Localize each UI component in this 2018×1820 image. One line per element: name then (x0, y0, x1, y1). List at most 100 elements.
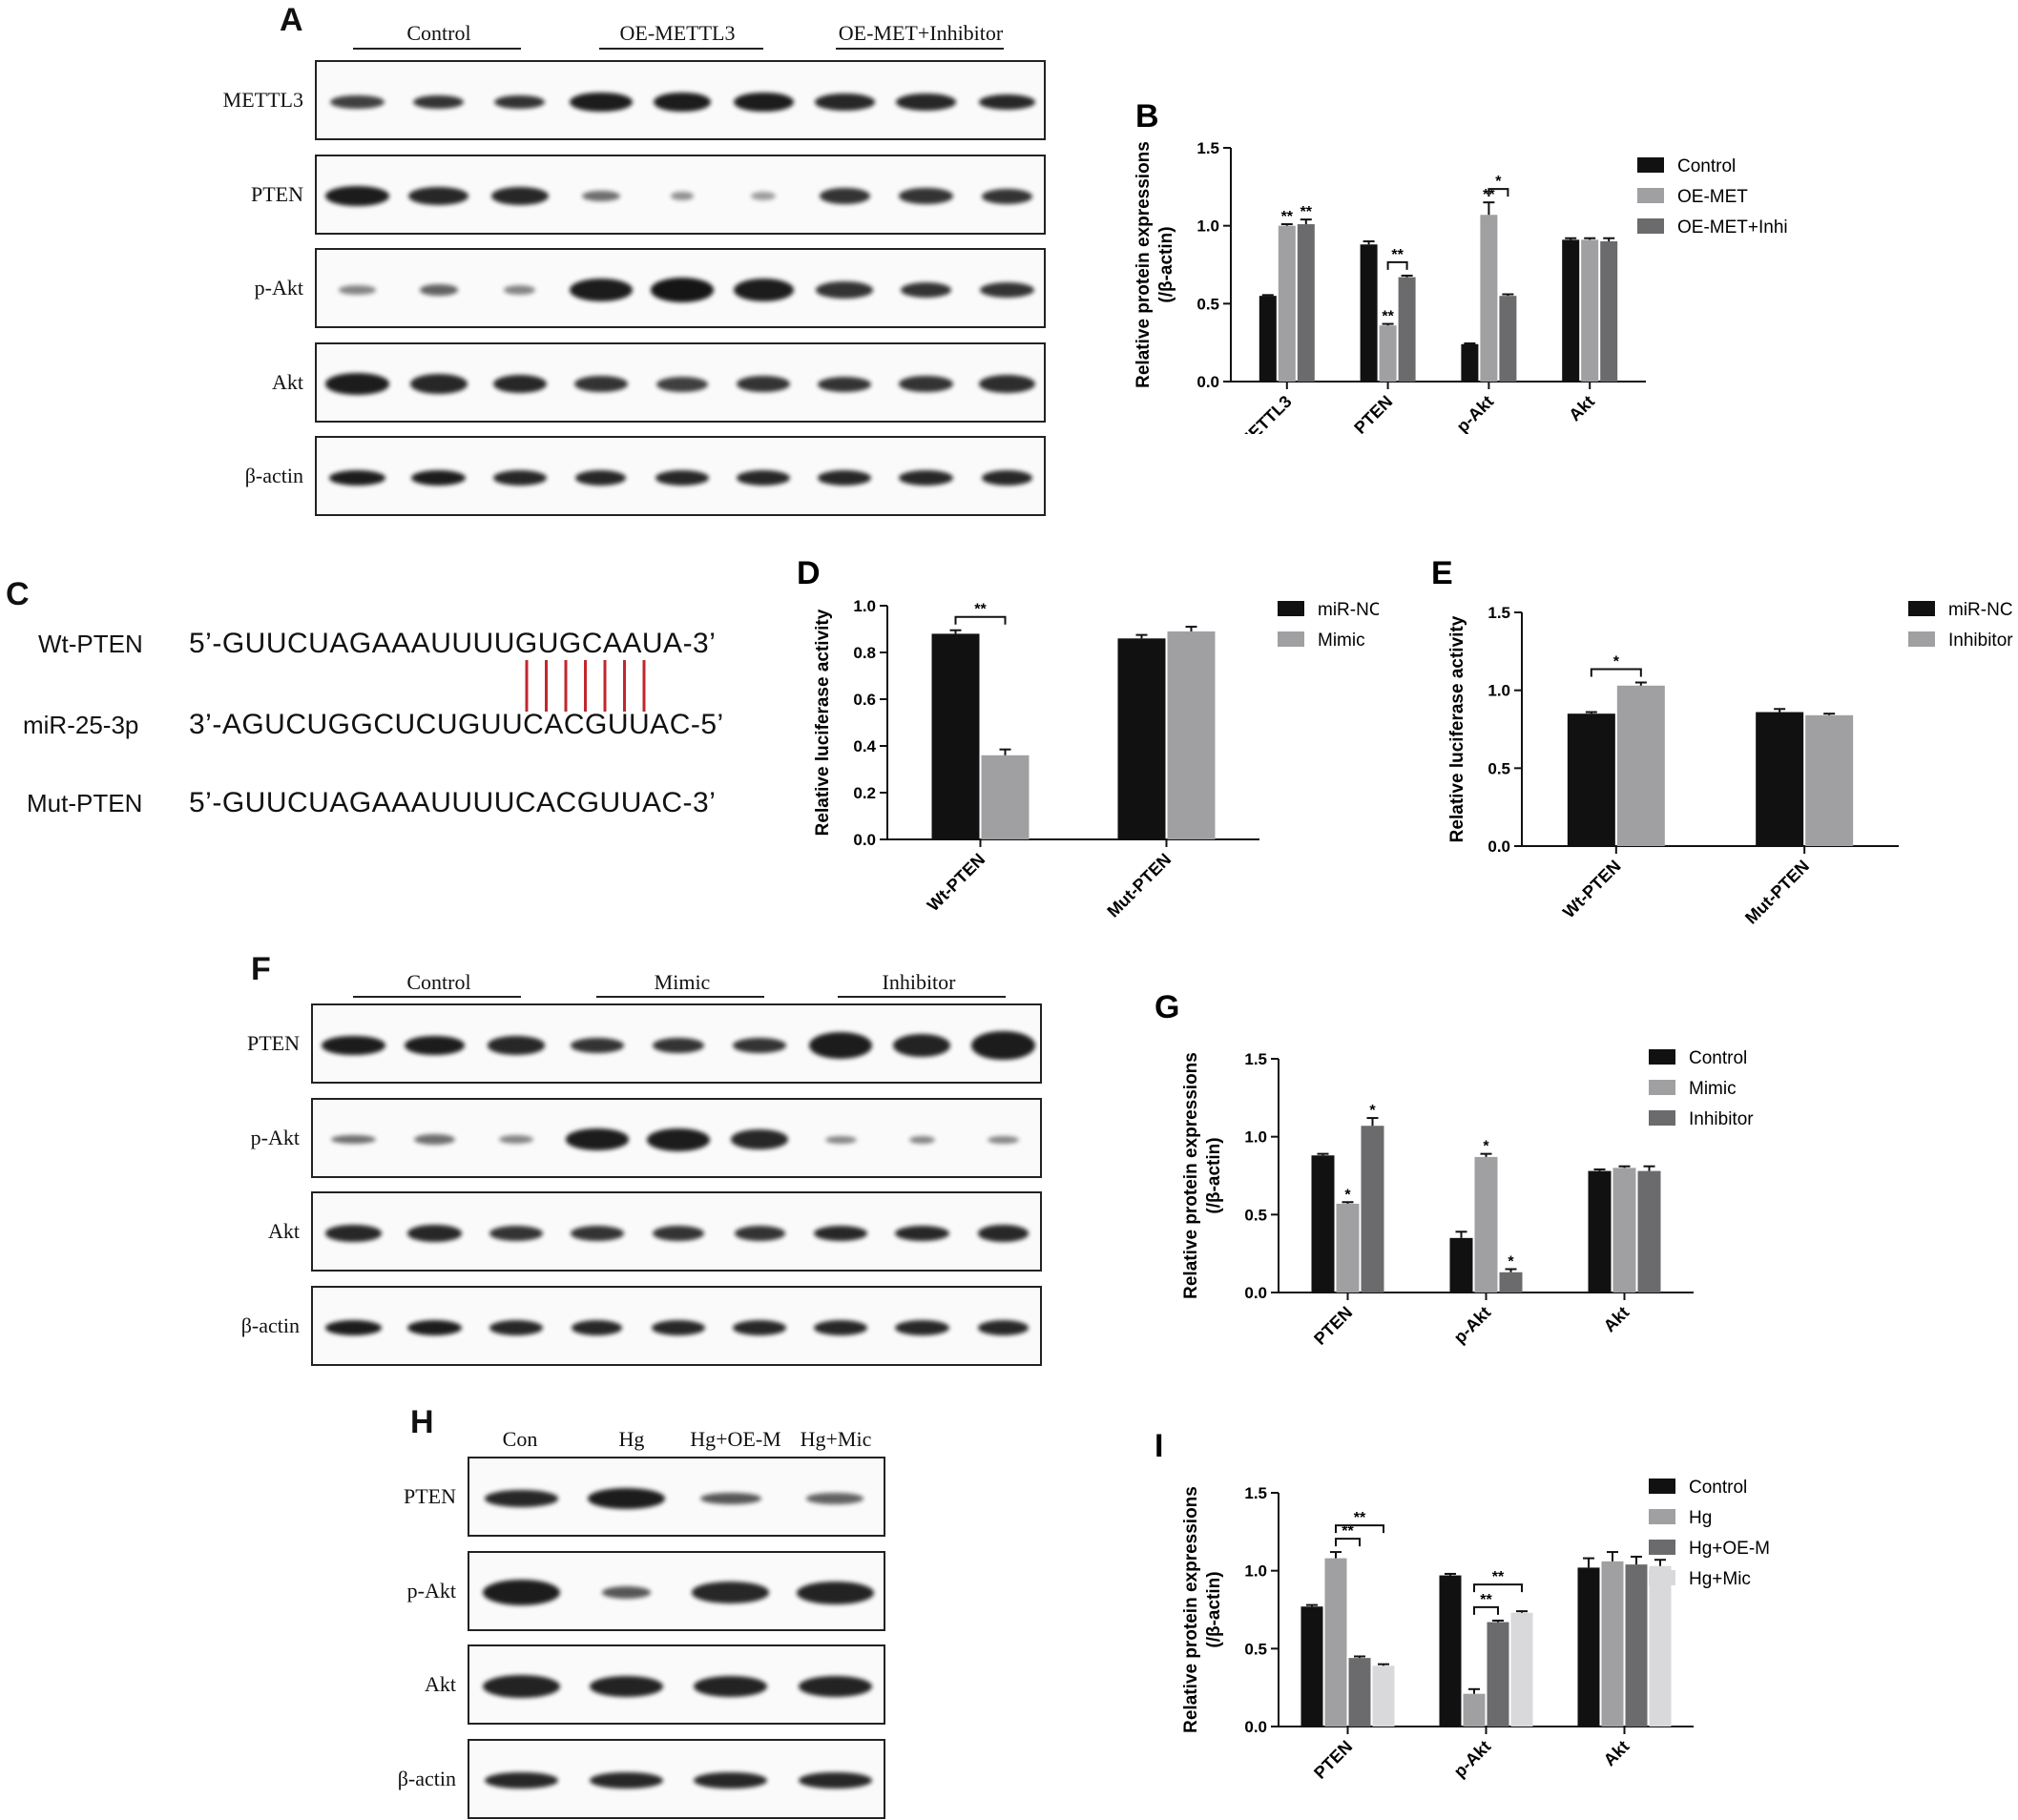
blot-f-group-line (838, 996, 1006, 998)
bar (1649, 1565, 1672, 1727)
blot-band (814, 93, 875, 111)
blot-band (814, 1319, 868, 1335)
blot-band (699, 1492, 761, 1505)
significance-bracket (1386, 260, 1408, 270)
legend-swatch (1649, 1479, 1675, 1494)
blot-band (980, 282, 1034, 298)
seq-label: Wt-PTEN (38, 630, 143, 658)
y-tick-label: 1.0 (1487, 682, 1510, 700)
bar (1600, 241, 1618, 382)
blot-strip (311, 1285, 1042, 1366)
bar (1398, 277, 1416, 382)
blot-h-group-label: Con (502, 1427, 538, 1451)
significance-mark: ** (1342, 1523, 1354, 1540)
blot-band (589, 1675, 663, 1698)
x-tick-label: METTL3 (1235, 392, 1296, 434)
blot-band (978, 374, 1036, 394)
legend-swatch (1278, 601, 1304, 616)
bar (1567, 714, 1615, 846)
blot-strip (315, 341, 1046, 423)
blot-band (895, 1226, 949, 1241)
significance-mark: * (1495, 174, 1502, 190)
blot-a-group-label: OE-METTL3 (619, 21, 736, 45)
blot-band (732, 1038, 787, 1053)
y-axis-label: Relative luciferase activity (1447, 615, 1467, 842)
bar (981, 755, 1030, 839)
significance-mark: ** (1300, 204, 1313, 220)
blot-f-group-label: Inhibitor (882, 970, 956, 994)
seq-text: 5’-GUUCUAGAAAUUUUGUGCAAUA-3’ (189, 628, 717, 659)
blot-band (573, 375, 629, 393)
y-tick-label: 1.0 (853, 597, 876, 615)
x-tick-label: Akt (1600, 1303, 1633, 1336)
blot-band (733, 279, 794, 301)
blot-row-label: PTEN (251, 181, 303, 206)
blot-band (325, 373, 389, 395)
blot-band (324, 1319, 383, 1335)
legend-swatch (1649, 1080, 1675, 1095)
blot-band (328, 470, 386, 486)
legend-label: OE-MET (1677, 187, 1748, 207)
y-axis-label: (/β-actin) (1204, 1137, 1224, 1213)
seq-label: Mut-PTEN (27, 789, 143, 817)
blot-a-group-label: OE-MET+Inhibitor (838, 21, 1004, 45)
blot-band (671, 191, 694, 201)
blot-band (485, 1771, 559, 1789)
bar (931, 633, 980, 839)
blot-band (798, 1771, 872, 1789)
blot-a-group-line (836, 48, 1004, 50)
legend-label: Inhibitor (1948, 631, 2013, 651)
significance-mark: ** (1391, 247, 1404, 263)
significance-mark: ** (1480, 1592, 1492, 1608)
blot-band (494, 94, 546, 110)
blot-row-label: p-Akt (254, 276, 303, 300)
legend-swatch (1649, 1110, 1675, 1126)
bar (1311, 1155, 1335, 1293)
legend-swatch (1649, 1540, 1675, 1555)
significance-mark: ** (1382, 309, 1394, 325)
blot-band (413, 94, 465, 110)
bar (1499, 296, 1517, 382)
y-axis-label: Relative protein expressions (1181, 1486, 1201, 1733)
blot-band (409, 374, 468, 394)
blot-f-group-label: Mimic (654, 970, 711, 994)
blot-row-label: METTL3 (222, 88, 303, 112)
significance-bracket (1335, 1538, 1361, 1547)
blot-band (733, 92, 794, 113)
legend-swatch (1908, 601, 1935, 616)
y-tick-label: 0.0 (1244, 1718, 1267, 1736)
panel-letter: D (797, 555, 821, 591)
blot-band (818, 376, 872, 392)
legend-label: Mimic (1318, 631, 1365, 651)
significance-mark: * (1369, 1103, 1376, 1119)
bar (1612, 1168, 1636, 1293)
bar (1616, 685, 1665, 846)
x-tick-label: PTEN (1310, 1737, 1356, 1783)
blot-band (806, 1493, 864, 1504)
blot-strip (315, 60, 1046, 140)
legend-swatch (1637, 188, 1664, 203)
blot-strip (311, 1003, 1042, 1084)
blot-band (977, 1319, 1029, 1335)
blot-band (589, 1771, 663, 1789)
blot-row-label: p-Akt (250, 1125, 300, 1149)
bar (1756, 712, 1804, 846)
blot-strip (468, 1644, 885, 1725)
bar (1581, 239, 1599, 382)
blot-band (909, 1135, 935, 1144)
blot-row-label: Akt (268, 1219, 300, 1243)
blot-band (798, 1675, 872, 1698)
blot-band (981, 188, 1032, 204)
bar (1637, 1170, 1661, 1293)
blot-band (978, 94, 1036, 110)
significance-mark: ** (1492, 1569, 1505, 1585)
blot-band (587, 1487, 665, 1510)
blot-band (987, 1135, 1020, 1144)
bar (1360, 244, 1378, 382)
blot-band (899, 375, 953, 393)
blot-band (981, 470, 1032, 486)
blot-band (819, 187, 870, 205)
bar (1577, 1567, 1600, 1727)
bar (1297, 224, 1315, 382)
legend-swatch (1637, 157, 1664, 173)
